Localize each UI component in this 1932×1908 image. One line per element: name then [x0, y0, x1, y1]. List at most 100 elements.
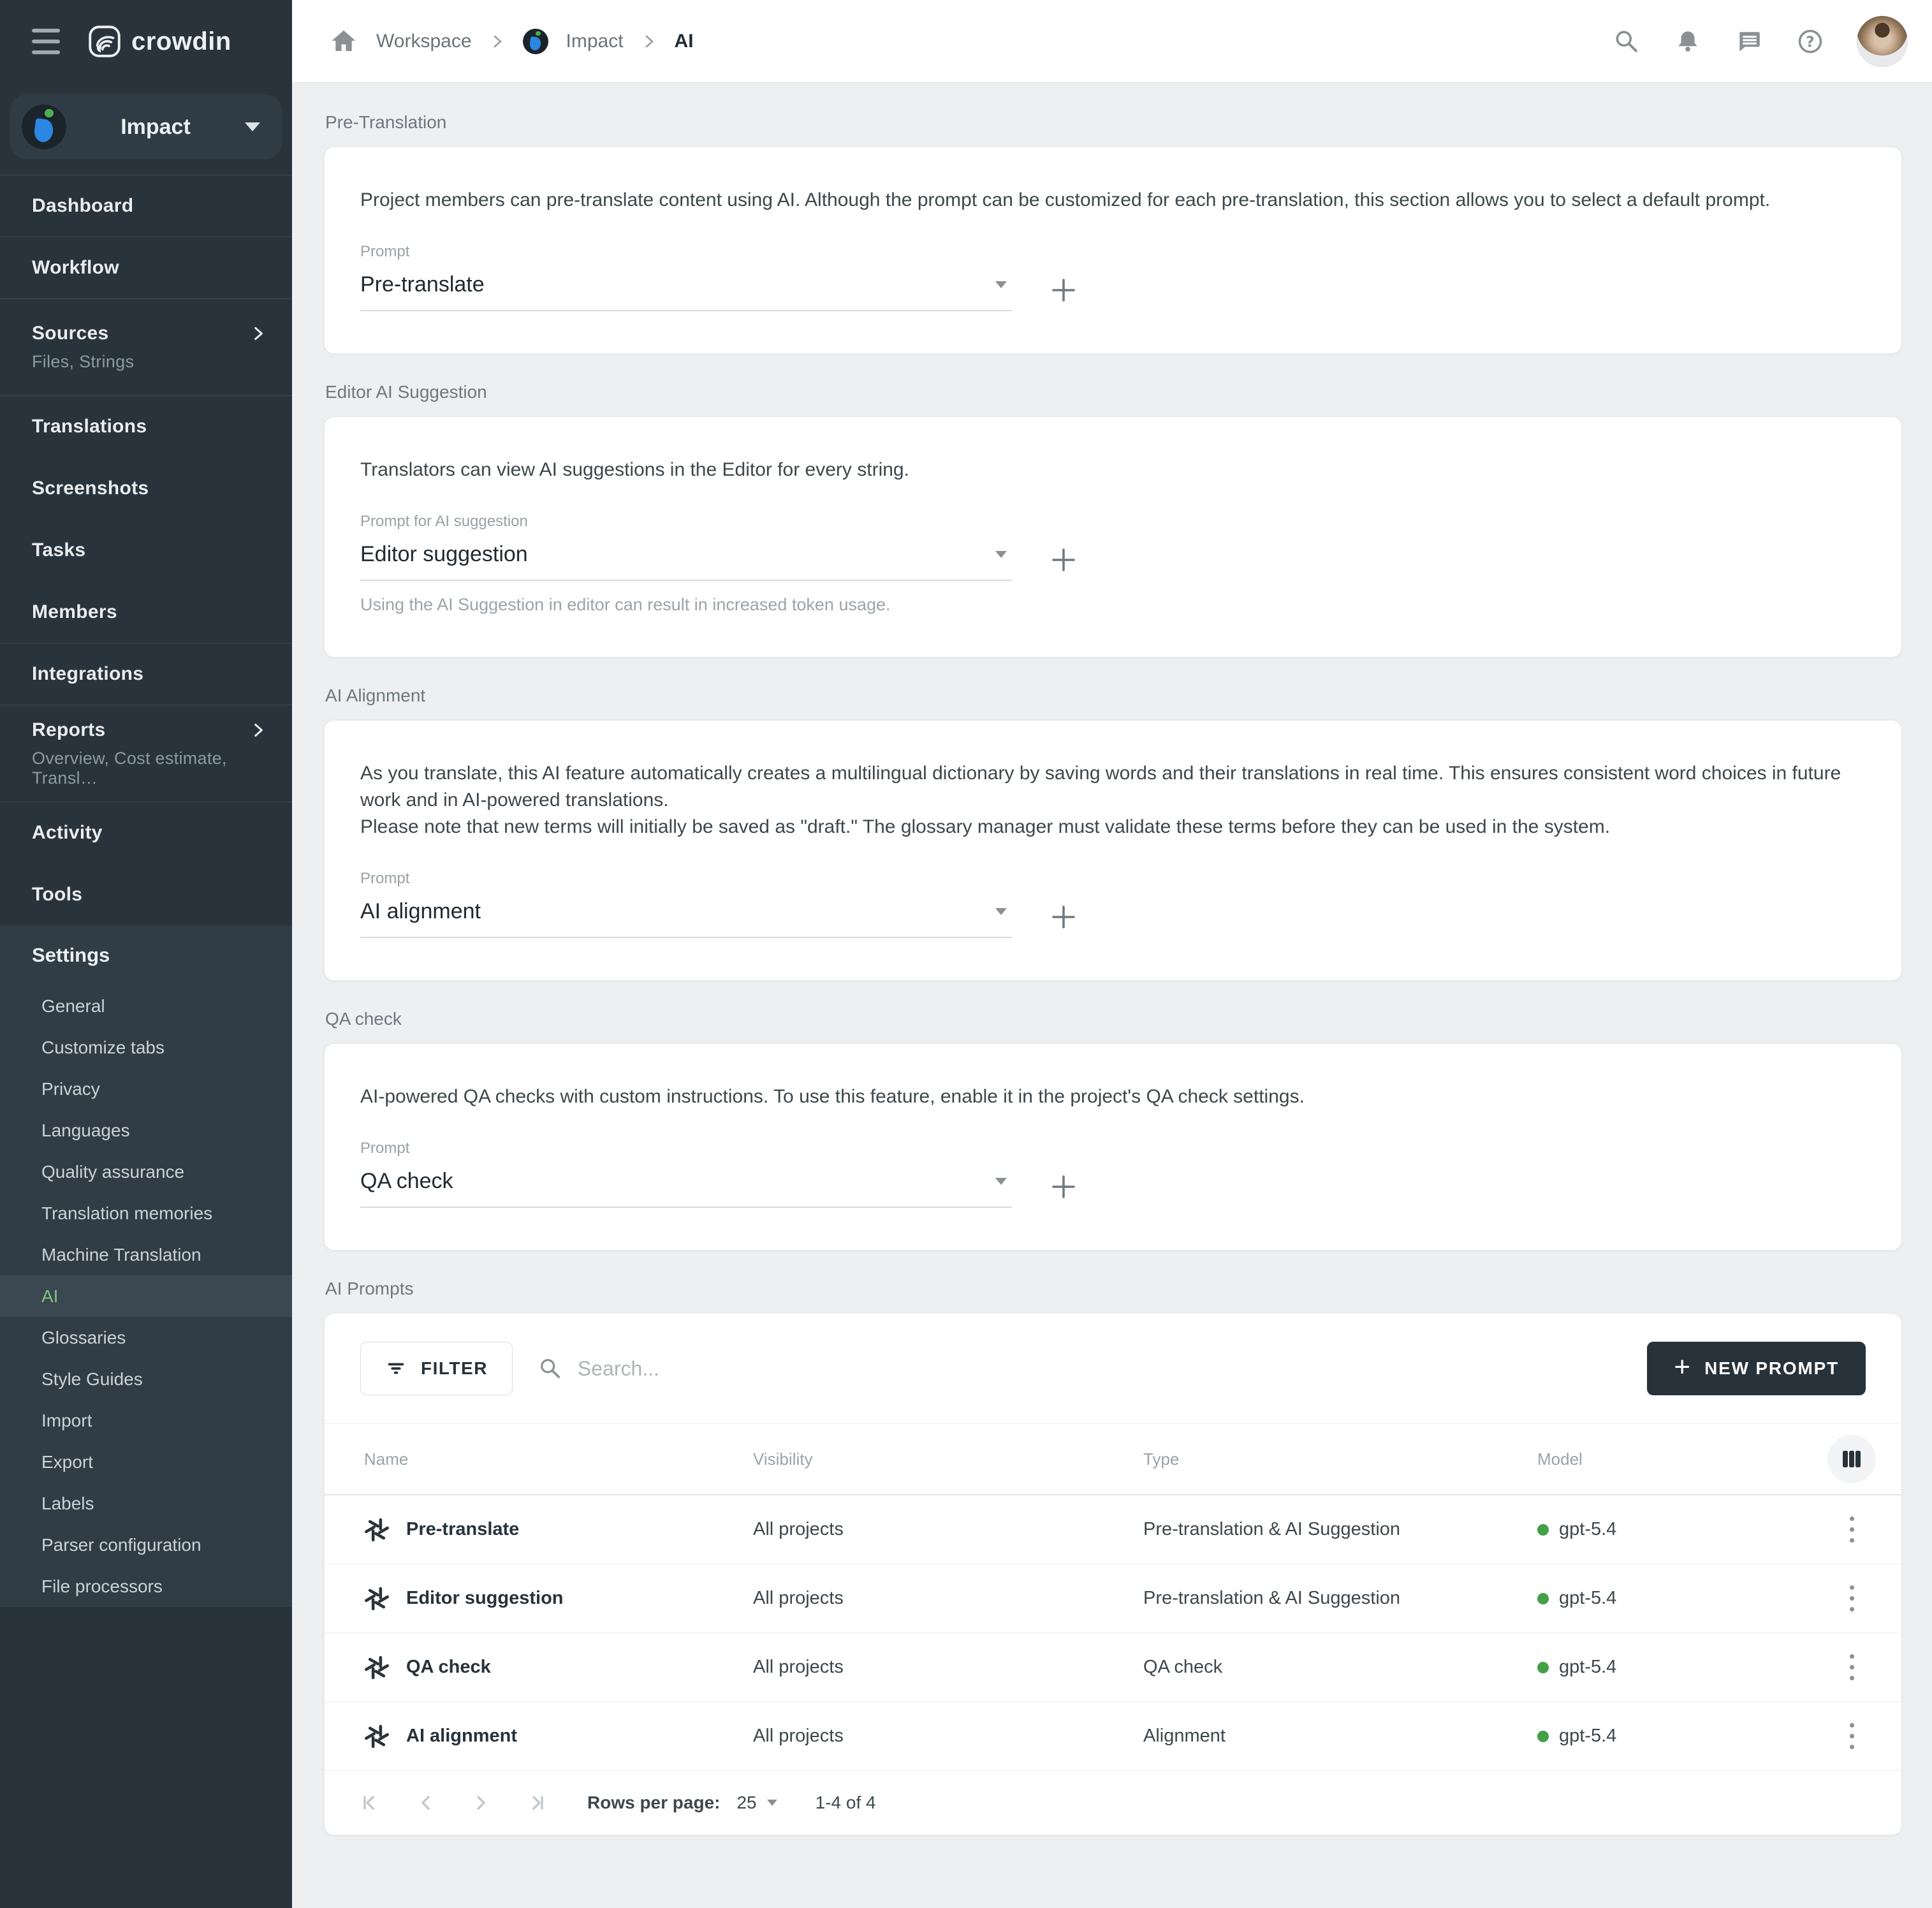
messages-chat-icon[interactable] [1734, 27, 1764, 56]
search-input[interactable] [577, 1356, 1622, 1381]
row-menu-kebab-icon[interactable] [1849, 1585, 1854, 1611]
sidebar-item-quality-assurance[interactable]: Quality assurance [41, 1161, 185, 1182]
sidebar-item-translation-memories[interactable]: Translation memories [41, 1203, 213, 1223]
new-prompt-button-label: NEW PROMPT [1704, 1358, 1839, 1378]
crowdin-logo[interactable]: crowdin [88, 25, 231, 58]
add-prompt-button[interactable] [1048, 1171, 1079, 1203]
last-page-button[interactable] [525, 1792, 546, 1814]
sidebar-item-members[interactable]: Members [0, 581, 292, 643]
ai-alignment-card: As you translate, this AI feature automa… [324, 720, 1902, 981]
sidebar-item-machine-translation[interactable]: Machine Translation [41, 1244, 201, 1265]
prompts-toolbar: FILTER + NEW PROMPT [325, 1314, 1901, 1424]
table-row[interactable]: AI alignment All projects Alignment gpt-… [325, 1702, 1901, 1771]
sidebar-item-privacy[interactable]: Privacy [41, 1078, 100, 1099]
column-settings-button[interactable] [1827, 1435, 1876, 1483]
ai-alignment-prompt-select[interactable]: AI alignment [360, 895, 1012, 938]
prompt-model: gpt-5.4 [1559, 1588, 1617, 1608]
chevron-right-icon [641, 34, 657, 49]
sidebar-item-screenshots[interactable]: Screenshots [0, 457, 292, 519]
table-row[interactable]: Pre-translate All projects Pre-translati… [325, 1495, 1901, 1564]
sidebar-item-tasks[interactable]: Tasks [0, 519, 292, 581]
field-label: Prompt [360, 870, 410, 887]
home-icon[interactable] [329, 27, 358, 56]
sidebar-item-glossaries[interactable]: Glossaries [41, 1327, 126, 1347]
next-page-button[interactable] [470, 1792, 492, 1814]
ai-suggestion-prompt-select[interactable]: Editor suggestion [360, 538, 1012, 581]
filter-button-label: FILTER [421, 1358, 488, 1378]
breadcrumb: Workspace Impact AI [329, 27, 694, 56]
section-title-ai-alignment: AI Alignment [325, 686, 426, 705]
search-icon[interactable] [1612, 27, 1641, 56]
crowdin-logo-icon [88, 25, 121, 58]
sidebar-item-sublabel: Overview, Cost estimate, Transl… [32, 748, 227, 788]
settings-header: Settings [32, 944, 110, 966]
first-page-button[interactable] [360, 1792, 382, 1814]
qa-check-card: AI-powered QA checks with custom instruc… [324, 1043, 1902, 1251]
section-description-2: Please note that new terms will initiall… [360, 816, 1611, 837]
sidebar-item-ai[interactable]: AI [0, 1275, 292, 1317]
chevron-right-icon [250, 325, 267, 342]
sidebar-item-general[interactable]: General [41, 995, 105, 1016]
pagination-range: 1-4 of 4 [815, 1793, 876, 1812]
add-prompt-button[interactable] [1048, 544, 1079, 576]
chevron-right-icon [250, 722, 267, 738]
sidebar-header: crowdin [0, 0, 292, 83]
ai-prompts-card: FILTER + NEW PROMPT Name Visibility Type… [324, 1313, 1902, 1835]
menu-icon[interactable] [32, 29, 60, 54]
previous-page-button[interactable] [415, 1792, 437, 1814]
table-row[interactable]: Editor suggestion All projects Pre-trans… [325, 1564, 1901, 1633]
rows-per-page-label: Rows per page: [587, 1793, 721, 1812]
prompts-search [538, 1356, 1622, 1381]
sidebar-item-file-processors[interactable]: File processors [41, 1576, 163, 1596]
search-icon [538, 1356, 562, 1381]
add-prompt-button[interactable] [1048, 274, 1079, 306]
prompt-name: QA check [406, 1657, 491, 1677]
rows-per-page-select[interactable]: 25 [736, 1793, 777, 1813]
prompt-type: Pre-translation & AI Suggestion [1143, 1519, 1401, 1539]
sidebar-item-sources[interactable]: Sources Files, Strings [0, 298, 292, 395]
breadcrumb-workspace[interactable]: Workspace [376, 30, 472, 52]
chevron-down-icon [995, 281, 1007, 288]
sidebar-item-label: Tools [32, 883, 83, 905]
sidebar-item-import[interactable]: Import [41, 1410, 92, 1430]
pre-translate-prompt-select[interactable]: Pre-translate [360, 268, 1012, 311]
sidebar-item-dashboard[interactable]: Dashboard [0, 175, 292, 237]
row-menu-kebab-icon[interactable] [1849, 1654, 1854, 1680]
model-status-dot [1537, 1592, 1549, 1604]
columns-icon [1840, 1448, 1863, 1471]
project-name: Impact [121, 114, 191, 139]
sidebar-item-label: Workflow [32, 257, 119, 278]
filter-button[interactable]: FILTER [360, 1342, 513, 1395]
user-avatar[interactable] [1857, 15, 1908, 67]
sidebar-item-languages[interactable]: Languages [41, 1120, 130, 1140]
sidebar-item-integrations[interactable]: Integrations [0, 643, 292, 705]
new-prompt-button[interactable]: + NEW PROMPT [1647, 1342, 1866, 1395]
sidebar-item-tools[interactable]: Tools [0, 863, 292, 925]
sidebar-item-activity[interactable]: Activity [0, 802, 292, 863]
breadcrumb-project[interactable]: Impact [566, 30, 624, 52]
table-pagination: Rows per page: 25 1-4 of 4 [325, 1771, 1901, 1835]
select-value: Pre-translate [360, 272, 485, 297]
project-switcher[interactable]: Impact [10, 94, 282, 159]
breadcrumb-project-avatar[interactable] [522, 28, 548, 54]
field-label: Prompt [360, 1140, 410, 1157]
help-icon[interactable] [1796, 27, 1825, 56]
sidebar-item-labels[interactable]: Labels [41, 1493, 94, 1513]
sidebar-item-translations[interactable]: Translations [0, 395, 292, 457]
column-header-type: Type [1143, 1449, 1180, 1469]
sidebar-item-reports[interactable]: Reports Overview, Cost estimate, Transl… [0, 705, 292, 802]
pre-translation-card: Project members can pre-translate conten… [324, 147, 1902, 354]
qa-check-prompt-select[interactable]: QA check [360, 1165, 1012, 1208]
row-menu-kebab-icon[interactable] [1849, 1516, 1854, 1543]
sidebar-item-workflow[interactable]: Workflow [0, 237, 292, 298]
add-prompt-button[interactable] [1048, 901, 1079, 933]
sidebar-item-parser-configuration[interactable]: Parser configuration [41, 1534, 201, 1555]
row-menu-kebab-icon[interactable] [1849, 1723, 1854, 1749]
notifications-bell-icon[interactable] [1673, 27, 1702, 56]
prompt-model: gpt-5.4 [1559, 1726, 1617, 1746]
chevron-down-icon [995, 551, 1007, 558]
sidebar-item-export[interactable]: Export [41, 1451, 93, 1472]
sidebar-item-customize-tabs[interactable]: Customize tabs [41, 1037, 165, 1057]
table-row[interactable]: QA check All projects QA check gpt-5.4 [325, 1633, 1901, 1702]
sidebar-item-style-guides[interactable]: Style Guides [41, 1369, 143, 1389]
